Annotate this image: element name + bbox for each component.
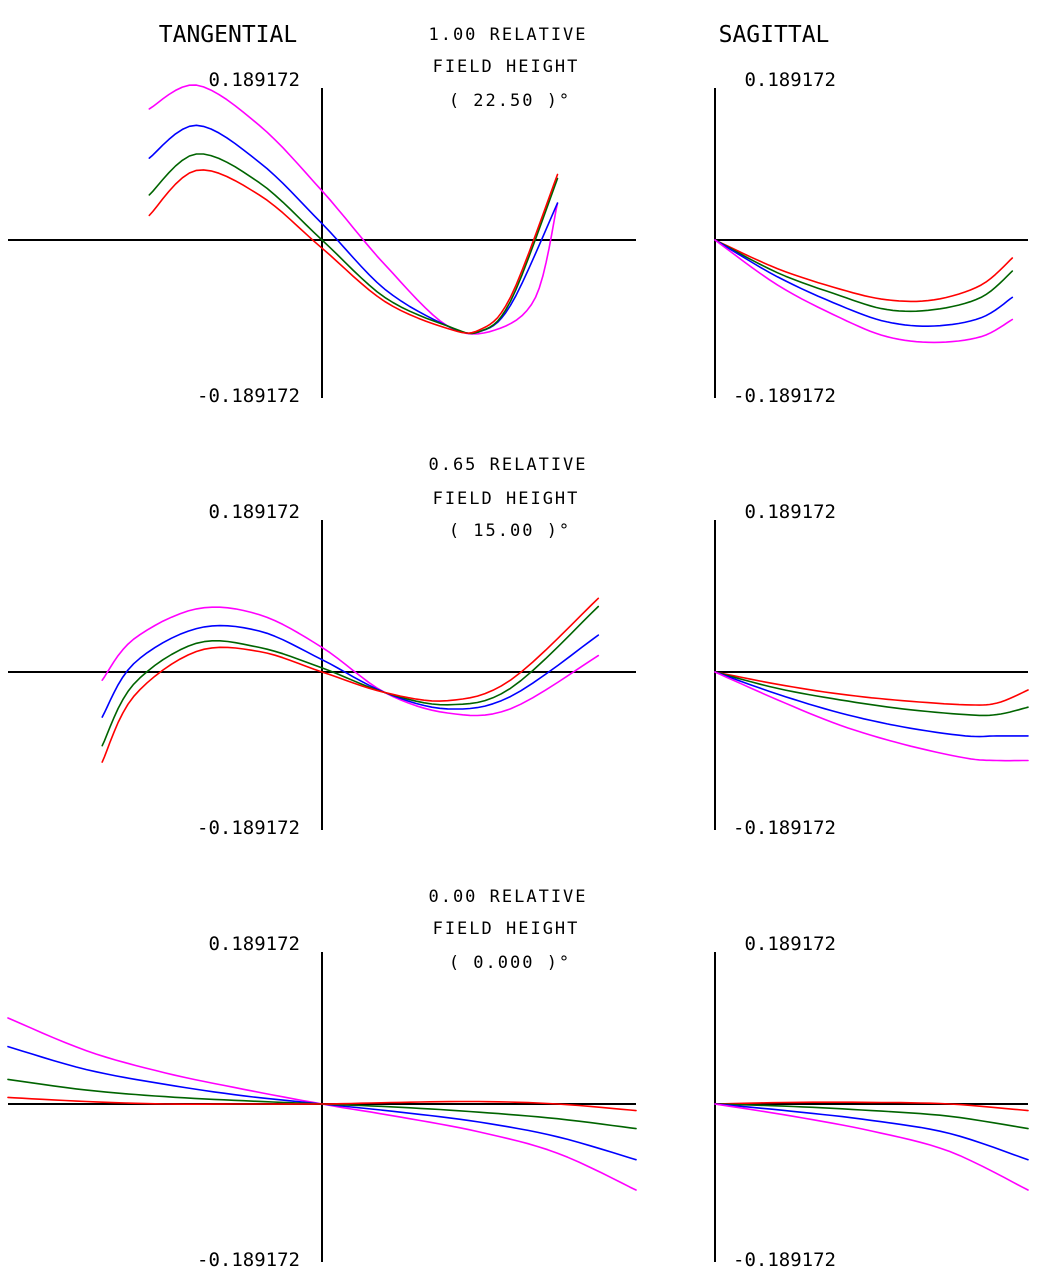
field-angle-label: ( 22.50 )°: [449, 91, 571, 111]
tangential-green-curve: [101, 605, 600, 747]
field-angle-label: ( 15.00 )°: [449, 521, 571, 541]
tangential-y-bottom-label: -0.189172: [197, 385, 300, 407]
sagittal-green-curve: [714, 239, 1014, 313]
sagittal-blue-curve: [714, 239, 1014, 327]
sagittal-y-bottom-label: -0.189172: [733, 1249, 836, 1271]
field-height-label: FIELD HEIGHT: [433, 57, 580, 77]
sagittal-green-curve: [714, 671, 1029, 717]
field-height-label: FIELD HEIGHT: [433, 919, 580, 939]
field-angle-label: ( 0.000 )°: [449, 953, 571, 973]
sagittal-green-curve: [714, 1103, 1029, 1130]
tangential-y-top-label: 0.189172: [208, 501, 300, 523]
tangential-magenta-curve: [148, 84, 559, 335]
tangential-panel: 0.189172 -0.189172: [8, 501, 636, 839]
sagittal-blue-curve: [714, 1103, 1029, 1161]
sagittal-panel: 0.189172 -0.189172: [714, 933, 1029, 1271]
field-height-label: FIELD HEIGHT: [433, 489, 580, 509]
sagittal-y-top-label: 0.189172: [744, 501, 836, 523]
sagittal-y-top-label: 0.189172: [744, 933, 836, 955]
field-relative-label: 0.65 RELATIVE: [428, 455, 587, 475]
tangential-red-curve: [101, 597, 600, 763]
sagittal-y-top-label: 0.189172: [744, 69, 836, 91]
sagittal-magenta-curve: [714, 239, 1014, 344]
tangential-y-top-label: 0.189172: [208, 933, 300, 955]
sagittal-red-curve: [714, 671, 1029, 706]
tangential-panel: 0.189172 -0.189172: [8, 69, 636, 407]
sagittal-panel: 0.189172 -0.189172: [714, 501, 1029, 839]
sagittal-red-curve: [714, 1101, 1029, 1112]
tangential-title: TANGENTIAL: [159, 22, 297, 48]
sagittal-title: SAGITTAL: [719, 22, 830, 48]
field-relative-label: 1.00 RELATIVE: [428, 25, 587, 45]
sagittal-blue-curve: [714, 671, 1029, 738]
tangential-y-bottom-label: -0.189172: [197, 817, 300, 839]
tangential-panel: 0.189172 -0.189172: [7, 933, 637, 1271]
sagittal-red-curve: [714, 239, 1014, 303]
tangential-red-curve: [7, 1096, 637, 1112]
sagittal-y-bottom-label: -0.189172: [733, 385, 836, 407]
tangential-green-curve: [148, 153, 559, 335]
sagittal-panel: 0.189172 -0.189172: [714, 69, 1028, 407]
field-relative-label: 0.00 RELATIVE: [428, 887, 587, 907]
sagittal-magenta-curve: [714, 671, 1029, 762]
tangential-blue-curve: [101, 624, 600, 718]
tangential-red-curve: [148, 169, 559, 334]
tangential-y-top-label: 0.189172: [208, 69, 300, 91]
tangential-blue-curve: [148, 124, 559, 335]
tangential-magenta-curve: [101, 606, 600, 717]
sagittal-magenta-curve: [714, 1103, 1029, 1191]
tangential-y-bottom-label: -0.189172: [197, 1249, 300, 1271]
sagittal-y-bottom-label: -0.189172: [733, 817, 836, 839]
